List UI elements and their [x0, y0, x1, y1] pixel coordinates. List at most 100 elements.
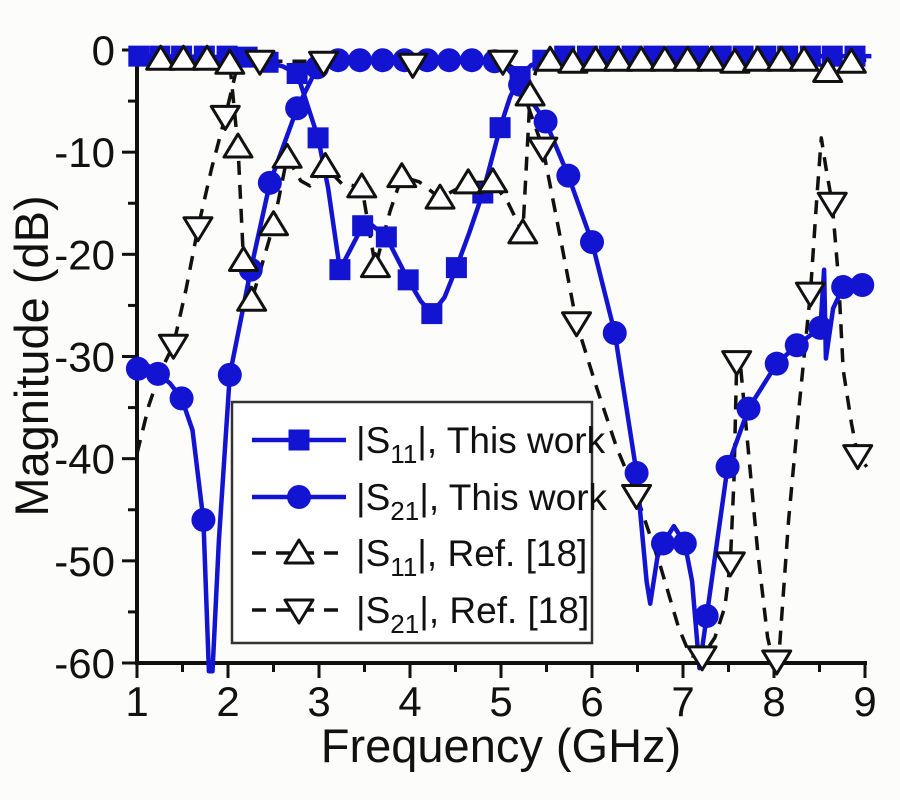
triangle-up-open-marker-icon: [258, 210, 289, 237]
triangle-up-open-marker-icon: [812, 56, 844, 83]
triangle-up-open-marker-icon: [386, 162, 418, 189]
square-filled-icon: [288, 429, 310, 451]
triangle-up-open-marker-icon: [477, 167, 509, 194]
x-tick-label: 1: [125, 678, 148, 725]
series-markers-s11_ref: [145, 44, 867, 312]
y-tick-label: -20: [54, 231, 115, 278]
x-tick-label: 7: [671, 678, 694, 725]
triangle-down-open-marker-icon: [182, 216, 214, 243]
triangle-up-open-marker-icon: [167, 44, 199, 71]
triangle-up-open-icon: [283, 538, 315, 565]
circle-filled-marker-icon: [715, 454, 740, 479]
circle-filled-marker-icon: [347, 48, 372, 73]
x-axis-label: Frequency (GHz): [321, 719, 681, 772]
triangle-up-open-marker-icon: [452, 168, 484, 195]
triangle-up-open-marker-icon: [719, 47, 751, 74]
triangle-up-open-marker-icon: [742, 45, 774, 72]
square-filled-marker-icon: [445, 257, 467, 279]
circle-filled-marker-icon: [808, 315, 833, 340]
legend-entry-label: |S21|, This work: [356, 477, 608, 526]
square-filled-marker-icon: [421, 303, 443, 325]
circle-filled-marker-icon: [169, 386, 194, 411]
triangle-up-open-marker-icon: [227, 245, 259, 272]
circle-filled-marker-icon: [624, 460, 649, 485]
x-tick-label: 9: [853, 678, 876, 725]
x-tick-label: 4: [398, 678, 421, 725]
series-line-s21_ref: [135, 59, 869, 663]
triangle-down-open-marker-icon: [561, 311, 593, 338]
triangle-up-open-marker-icon: [424, 183, 456, 210]
triangle-up-open-marker-icon: [191, 44, 223, 71]
triangle-up-open-marker-icon: [580, 45, 612, 72]
circle-filled-marker-icon: [257, 170, 282, 195]
triangle-down-open-marker-icon: [244, 49, 276, 76]
circle-filled-marker-icon: [217, 362, 242, 387]
y-tick-label: -30: [54, 334, 115, 381]
triangle-up-open-marker-icon: [672, 45, 704, 72]
circle-filled-marker-icon: [533, 109, 558, 134]
x-tick-label: 8: [762, 678, 785, 725]
triangle-up-open-marker-icon: [359, 252, 391, 279]
triangle-up-open-marker-icon: [649, 45, 681, 72]
triangle-up-open-marker-icon: [214, 48, 246, 75]
triangle-up-open-marker-icon: [602, 45, 634, 72]
x-tick-label: 5: [489, 678, 512, 725]
y-tick-label: -50: [54, 538, 115, 585]
triangle-up-open-marker-icon: [222, 132, 254, 159]
legend-entry-label: |S11|, Ref. [18]: [356, 533, 587, 582]
y-tick-label: 0: [92, 27, 115, 74]
triangle-up-open-marker-icon: [695, 45, 727, 72]
circle-filled-marker-icon: [285, 96, 310, 121]
circle-filled-marker-icon: [191, 507, 216, 532]
triangle-down-open-marker-icon: [721, 350, 753, 377]
circle-filled-marker-icon: [580, 230, 604, 255]
x-tick-label: 6: [580, 678, 603, 725]
circle-filled-marker-icon: [784, 333, 809, 358]
triangle-up-open-marker-icon: [765, 45, 797, 72]
triangle-up-open-marker-icon: [835, 47, 867, 74]
triangle-down-open-marker-icon: [816, 191, 848, 218]
triangle-up-open-marker-icon: [507, 218, 539, 245]
circle-filled-marker-icon: [764, 351, 789, 376]
triangle-down-open-marker-icon: [397, 52, 429, 79]
square-filled-marker-icon: [128, 45, 150, 67]
legend-entry-label: |S21|, Ref. [18]: [356, 590, 589, 639]
circle-filled-marker-icon: [694, 604, 719, 629]
circle-filled-marker-icon: [145, 361, 170, 386]
triangle-down-open-marker-icon: [527, 136, 559, 163]
square-filled-marker-icon: [329, 259, 351, 281]
series-markers-s21_ref: [157, 49, 874, 676]
triangle-down-open-marker-icon: [209, 104, 241, 131]
triangle-up-open-marker-icon: [788, 45, 820, 72]
triangle-up-open-marker-icon: [271, 142, 303, 169]
square-filled-marker-icon: [489, 117, 511, 139]
circle-filled-marker-icon: [650, 531, 675, 556]
triangle-down-open-marker-icon: [761, 649, 793, 676]
y-axis-label: Magnitude (dB): [5, 195, 58, 516]
legend-entry-label: |S11|, This work: [356, 420, 606, 469]
legend-entry-s11_this: |S11|, This work: [252, 420, 606, 469]
triangle-down-open-marker-icon: [487, 49, 519, 76]
legend-entry-s11_ref: |S11|, Ref. [18]: [252, 533, 587, 582]
x-tick-label: 3: [307, 678, 330, 725]
circle-filled-marker-icon: [437, 48, 462, 73]
circle-filled-marker-icon: [459, 48, 484, 73]
legend-entry-s21_this: |S21|, This work: [252, 477, 608, 526]
triangle-down-open-marker-icon: [308, 50, 340, 77]
tick-labels: 1 2 3 4 5 6 7 8 9 0 -10 -20 -30 -40 -50 -60: [54, 27, 876, 725]
legend-entry-s21_ref: |S21|, Ref. [18]: [252, 590, 589, 639]
circle-filled-marker-icon: [602, 321, 627, 346]
triangle-up-open-marker-icon: [514, 80, 546, 107]
legend: |S11|, This work |S21|, This work |S11|, R…: [230, 400, 608, 645]
circle-filled-marker-icon: [850, 272, 875, 297]
circle-filled-marker-icon: [370, 48, 395, 73]
triangle-down-open-icon: [283, 598, 315, 625]
triangle-down-open-marker-icon: [157, 333, 189, 360]
circle-filled-icon: [287, 485, 311, 509]
triangle-up-open-marker-icon: [145, 44, 177, 71]
circle-filled-marker-icon: [125, 356, 150, 381]
triangle-up-open-marker-icon: [557, 47, 589, 74]
x-tick-label: 2: [216, 678, 239, 725]
